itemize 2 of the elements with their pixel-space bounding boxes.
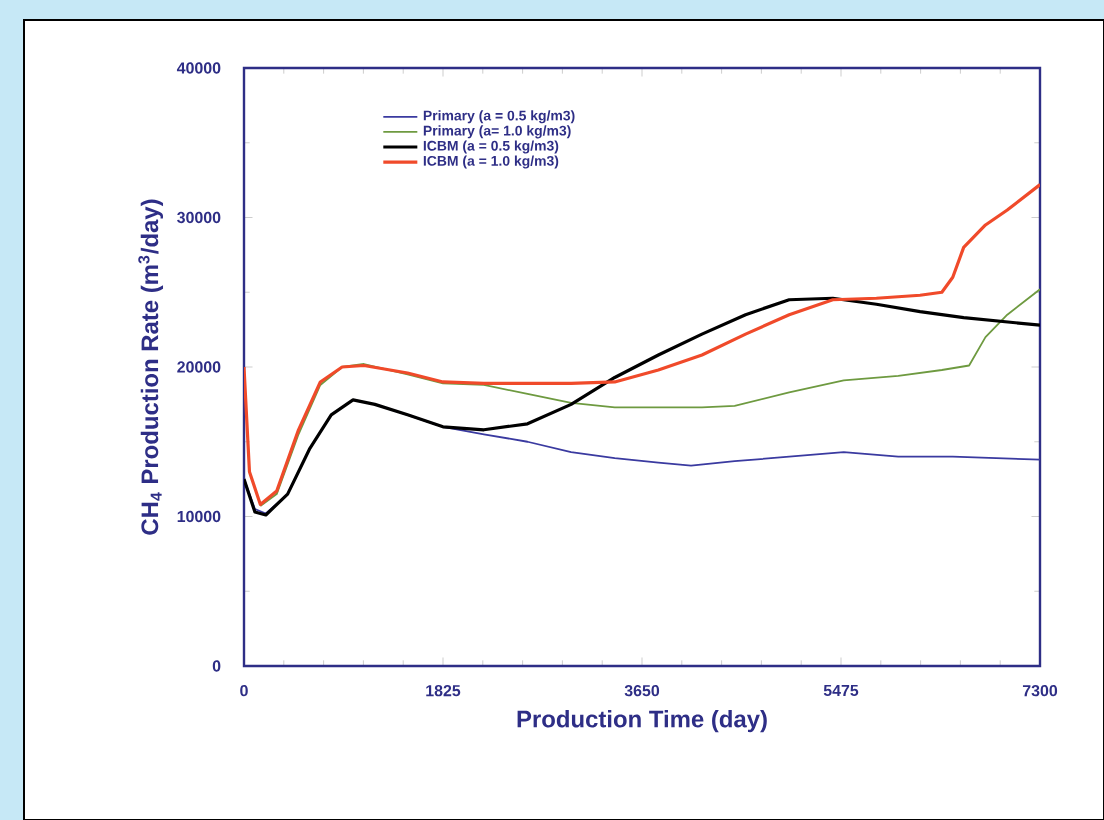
y-axis-title: CH$_{4}$ Production Rate (m$^{3}$/day) (138, 199, 164, 535)
x-axis-title: Production Time (day) (517, 710, 767, 733)
